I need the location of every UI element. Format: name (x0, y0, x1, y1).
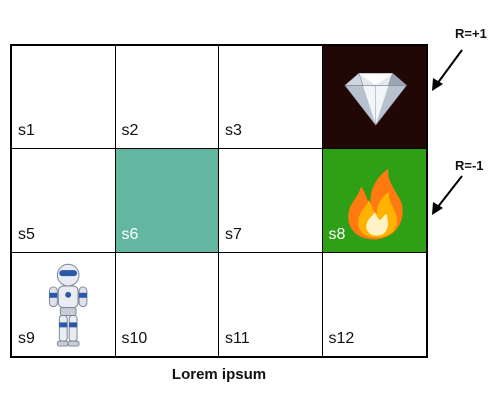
cell-label: s10 (121, 330, 148, 347)
cell-label: s1 (18, 122, 35, 140)
cell-s7: s7 (219, 149, 323, 253)
cell-s9: s9 (12, 252, 116, 356)
cell-label: s8 (328, 225, 346, 243)
cell-label: s3 (225, 122, 242, 140)
reward-label-fire: R=-1 (455, 158, 484, 173)
arrow-icon (432, 175, 463, 215)
caption: Lorem ipsum (171, 366, 267, 383)
cell-label: s11 (225, 330, 250, 347)
arrow-icon (432, 49, 463, 91)
fire-icon (347, 169, 403, 240)
cell-label: s5 (18, 225, 35, 243)
cell-s10: s10 (115, 252, 219, 356)
cell-s11: s11 (219, 252, 323, 356)
cell-s8-fire: s8 (322, 149, 426, 253)
cell-s12: s12 (322, 252, 426, 356)
cell-s5: s5 (12, 149, 116, 253)
cell-s2: s2 (115, 46, 219, 150)
cell-label: s6 (121, 225, 139, 243)
cell-goal (322, 46, 426, 150)
cell-s3: s3 (219, 46, 323, 150)
diamond-icon (344, 73, 407, 126)
cell-label: s9 (18, 330, 35, 347)
gridworld: s1 s2 s3 s5 s6 s7 s (10, 44, 428, 358)
robot-icon (48, 263, 88, 347)
cell-label: s7 (225, 225, 242, 243)
reward-label-goal: R=+1 (455, 26, 487, 41)
cell-s6-wall: s6 (115, 149, 219, 253)
cell-label: s2 (121, 122, 139, 140)
cell-label: s12 (328, 330, 355, 347)
cell-s1: s1 (12, 46, 116, 150)
